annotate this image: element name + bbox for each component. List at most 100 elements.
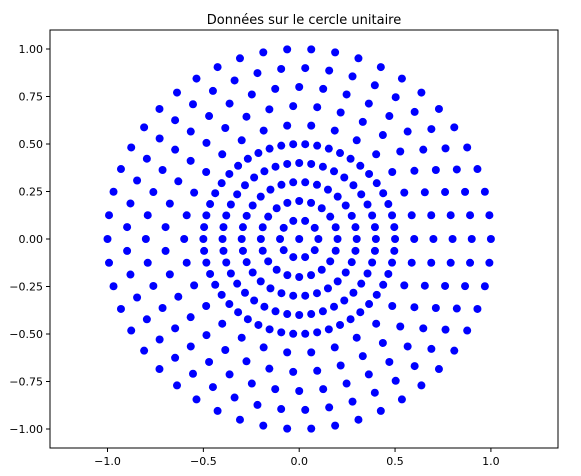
y-tick-label: −0.75 — [9, 376, 43, 389]
data-point — [289, 253, 298, 262]
data-point — [336, 108, 345, 117]
data-point — [247, 90, 256, 99]
data-point — [105, 211, 114, 220]
data-point — [446, 258, 455, 267]
data-point — [370, 223, 379, 232]
data-point — [182, 258, 191, 267]
data-point — [200, 246, 209, 255]
data-point — [331, 421, 340, 430]
data-point — [202, 258, 211, 267]
y-tick-label: 1.00 — [19, 43, 44, 56]
data-point — [192, 395, 201, 404]
data-point — [372, 179, 381, 188]
data-point — [313, 366, 322, 375]
data-point — [103, 235, 112, 243]
data-point — [370, 388, 379, 397]
data-point — [364, 370, 373, 379]
data-point — [165, 270, 174, 279]
data-point — [400, 281, 409, 290]
data-point — [188, 369, 197, 378]
data-point — [376, 63, 385, 72]
data-point — [295, 235, 304, 243]
data-point — [368, 258, 377, 267]
data-point — [307, 45, 316, 54]
data-point — [271, 307, 280, 316]
data-point — [126, 270, 135, 279]
data-point — [225, 99, 234, 108]
data-point — [325, 66, 334, 75]
data-point — [235, 54, 244, 63]
data-point — [312, 180, 321, 189]
data-point — [351, 246, 360, 255]
data-point — [225, 370, 234, 379]
data-point — [352, 333, 361, 342]
data-point — [141, 235, 150, 243]
data-point — [480, 187, 489, 196]
data-point — [186, 127, 195, 136]
data-point — [427, 258, 436, 267]
data-point — [230, 76, 239, 85]
data-point — [226, 269, 235, 278]
data-point — [323, 284, 332, 293]
data-point — [357, 279, 366, 288]
data-point — [431, 304, 440, 313]
data-point — [174, 292, 183, 301]
data-point — [384, 200, 393, 209]
data-point — [400, 188, 409, 197]
data-point — [307, 159, 316, 168]
data-point — [407, 211, 416, 220]
data-point — [388, 167, 397, 176]
data-point — [277, 141, 286, 150]
data-point — [427, 125, 436, 134]
data-point — [330, 302, 339, 311]
data-point — [466, 211, 475, 220]
data-point — [330, 126, 339, 135]
data-point — [480, 282, 489, 291]
data-point — [171, 324, 180, 333]
data-point — [333, 235, 342, 243]
data-point — [127, 143, 136, 152]
data-point — [390, 223, 399, 232]
data-point — [149, 281, 158, 290]
data-point — [208, 86, 217, 95]
data-point — [376, 406, 385, 415]
data-point — [391, 93, 400, 102]
data-point — [431, 165, 440, 174]
data-point — [463, 143, 472, 152]
data-point — [330, 343, 339, 352]
data-point — [213, 63, 222, 72]
data-point — [277, 328, 286, 337]
data-point — [283, 271, 292, 280]
data-point — [266, 185, 275, 194]
data-point — [222, 258, 231, 267]
data-point — [349, 181, 358, 190]
data-point — [202, 167, 211, 176]
data-point — [221, 124, 230, 132]
data-point — [318, 307, 327, 316]
data-point — [467, 235, 476, 243]
data-point — [283, 348, 292, 357]
data-point — [365, 169, 374, 178]
data-point — [349, 288, 358, 297]
data-point — [283, 159, 292, 168]
data-point — [264, 257, 273, 266]
data-point — [190, 281, 199, 290]
data-point — [208, 383, 217, 392]
data-point — [407, 258, 416, 267]
data-point — [186, 342, 195, 351]
data-point — [233, 279, 242, 288]
data-point — [265, 364, 274, 373]
data-point — [143, 258, 152, 267]
data-point — [368, 211, 377, 220]
data-point — [283, 45, 292, 54]
data-point — [155, 335, 164, 344]
data-point — [461, 282, 470, 291]
data-point — [365, 300, 374, 309]
data-point — [283, 198, 292, 207]
data-point — [242, 258, 251, 267]
data-point — [202, 302, 211, 311]
data-point — [238, 223, 247, 232]
y-tick-label: −0.25 — [9, 281, 43, 294]
data-point — [277, 64, 286, 73]
data-point — [354, 54, 363, 63]
